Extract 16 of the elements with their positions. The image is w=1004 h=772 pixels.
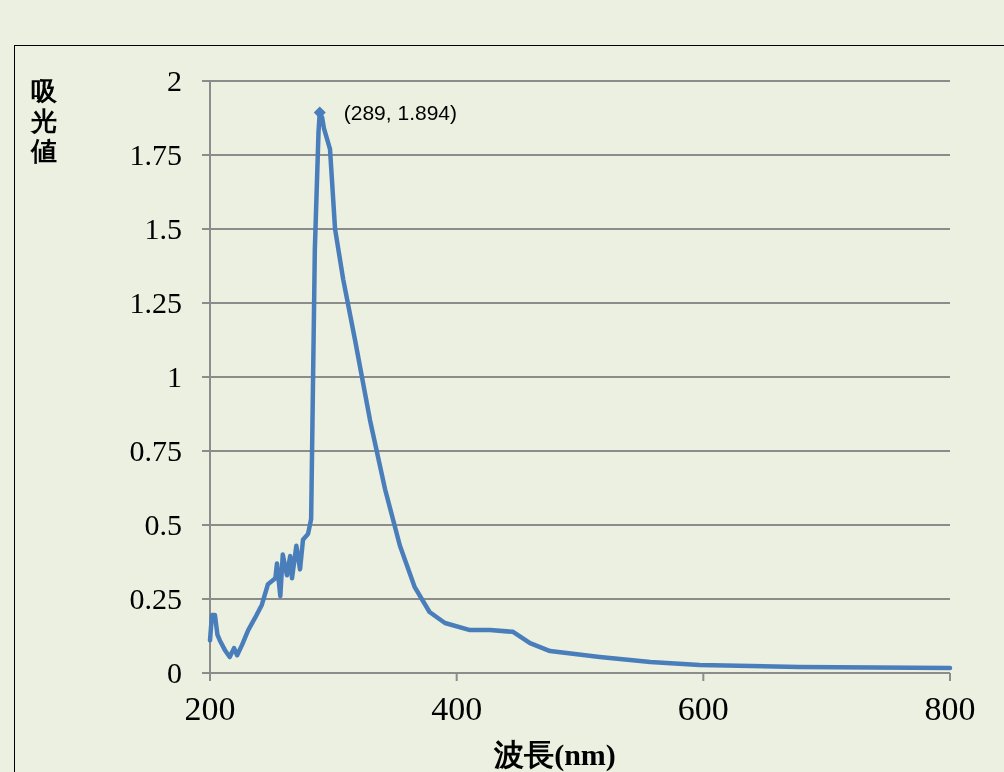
x-tick-label: 200 [184, 690, 236, 727]
y-tick-label: 0.25 [129, 582, 182, 615]
x-tick-label: 400 [431, 690, 483, 727]
x-tick-label: 600 [677, 690, 729, 727]
y-tick-label: 0 [167, 656, 182, 689]
x-tick-label: 800 [924, 690, 976, 727]
y-tick-label: 1 [167, 360, 182, 393]
annotation: (289, 1.894) [343, 101, 458, 125]
y-tick-label: 1.25 [129, 286, 182, 319]
y-tick-label: 0.75 [129, 434, 182, 467]
y-tick-label: 1.5 [144, 212, 182, 245]
y-axis-title: 吸光値 [30, 77, 58, 166]
y-tick-label: 0.5 [144, 508, 182, 541]
x-axis-title: 波長(nm) [493, 738, 616, 772]
y-tick-label: 1.75 [129, 138, 182, 171]
y-tick-label: 2 [167, 64, 182, 97]
